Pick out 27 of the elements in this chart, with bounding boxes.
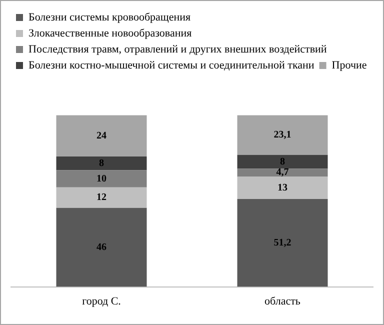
bar <box>237 198 328 287</box>
x-tick-label: область <box>264 295 300 308</box>
data-label: 13 <box>278 182 288 194</box>
data-label: 46 <box>96 242 106 253</box>
bar <box>237 176 328 199</box>
bar <box>56 156 147 170</box>
bar <box>237 154 328 169</box>
data-label: 24 <box>96 130 106 142</box>
data-label: 4,7 <box>276 167 289 178</box>
legend-label: Прочие <box>332 59 367 72</box>
bar <box>56 170 147 188</box>
data-label: 12 <box>96 192 106 204</box>
data-label: 8 <box>99 158 104 169</box>
data-label: 8 <box>280 156 285 168</box>
data-label: 10 <box>96 173 106 184</box>
legend-label: Болезни системы кровообращения <box>28 11 191 24</box>
bar <box>56 208 147 287</box>
bar <box>237 115 328 155</box>
bar <box>237 168 328 177</box>
legend-label: Болезни костно-мышечной системы и соединительной ткани <box>28 59 314 72</box>
data-label: 23,1 <box>274 130 292 141</box>
data-label: 51,2 <box>274 237 292 248</box>
x-tick-label: город С. <box>82 295 122 308</box>
legend-label: Последствия травм, отравлений и других внешних воздействий <box>28 43 327 56</box>
legend-label: Злокачественные новообразования <box>28 27 192 40</box>
bar <box>56 115 147 156</box>
bar <box>56 187 147 208</box>
